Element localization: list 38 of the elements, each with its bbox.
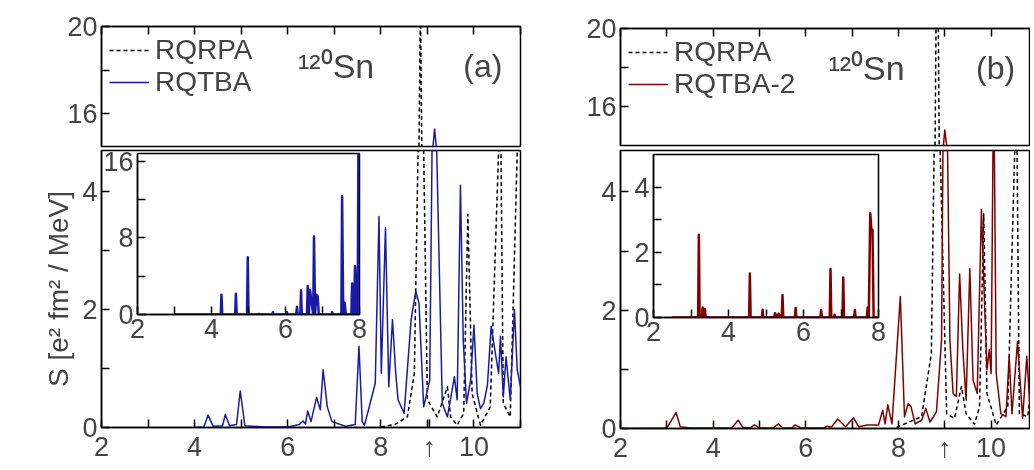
y-tick-label: 4 [634, 172, 650, 203]
x-tick-label: 4 [187, 431, 203, 462]
x-tick-label: 6 [280, 431, 296, 462]
y-tick-label: 20 [586, 14, 617, 44]
line-series [671, 211, 879, 318]
line-series [620, 150, 1030, 429]
y-tick-label: 4 [601, 177, 617, 208]
x-tick-label: 6 [798, 432, 814, 463]
x-tick-label: 10 [458, 431, 489, 462]
x-tick-label: 8 [890, 432, 906, 463]
legend-label: RQRPA [155, 34, 253, 66]
legend-label: RQTBA-2 [674, 68, 796, 100]
legend-label: RQTBA [155, 66, 252, 98]
y-tick-label: 4 [82, 177, 98, 208]
annotation: (a) [463, 48, 503, 85]
x-tick-label: 4 [720, 316, 737, 347]
x-tick-label: 8 [373, 431, 389, 462]
y-tick-label: 20 [67, 12, 98, 42]
line-series [173, 153, 360, 315]
annotation: (b) [976, 50, 1016, 87]
y-tick-label: 8 [118, 223, 134, 254]
y-tick-label: 16 [103, 146, 134, 177]
text: ¹²⁰Sn [828, 49, 905, 88]
legend-label: RQRPA [674, 36, 772, 68]
x-tick-label: 10 [976, 432, 1007, 463]
text: ↑ [938, 432, 952, 463]
text: ¹²⁰Sn [298, 47, 375, 86]
x-tick-label: 8 [351, 313, 368, 344]
text: ↑ [422, 431, 437, 462]
x-tick-label: 8 [870, 316, 887, 347]
x-tick-label: 6 [795, 316, 812, 347]
x-tick-label: 6 [277, 313, 294, 344]
y-tick-label: 2 [634, 237, 650, 268]
y-tick-label: 16 [586, 92, 617, 122]
y-tick-label: 16 [67, 99, 98, 130]
y-axis-title: S [e² fm² / MeV] [43, 190, 75, 388]
x-tick-label: 4 [203, 313, 220, 344]
x-tick-label: 4 [705, 432, 721, 463]
